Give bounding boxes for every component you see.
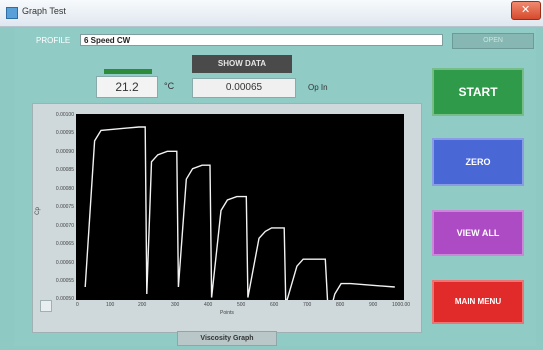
x-tick: 1000.00	[392, 302, 411, 308]
y-tick: 0.00080	[55, 186, 74, 192]
viscosity-chart	[84, 126, 395, 300]
profile-label: PROFILE	[36, 36, 71, 45]
app-icon	[6, 7, 18, 19]
main-menu-button[interactable]: MAIN MENU	[432, 280, 524, 324]
close-button[interactable]	[511, 1, 541, 20]
y-tick: 0.00050	[55, 296, 74, 302]
y-tick: 0.00070	[55, 223, 74, 229]
y-tick: 0.00055	[55, 278, 74, 284]
y-tick: 0.00100	[55, 112, 74, 118]
data-unit: Op In	[308, 83, 328, 92]
open-button[interactable]: OPEN	[452, 33, 534, 49]
y-tick: 0.00075	[55, 204, 74, 210]
y-tick: 0.00090	[55, 149, 74, 155]
x-tick: 0	[76, 302, 79, 308]
y-tick: 0.00060	[55, 260, 74, 266]
x-tick: 200	[138, 302, 147, 308]
view-all-button[interactable]: VIEW ALL	[432, 210, 524, 256]
x-tick: 100	[106, 302, 115, 308]
plot-area	[76, 114, 404, 300]
zero-button[interactable]: ZERO	[432, 138, 524, 186]
temperature-value: 21.2	[96, 76, 158, 98]
profile-input[interactable]: 6 Speed CW	[80, 34, 443, 46]
x-tick: 800	[336, 302, 345, 308]
x-tick: 600	[270, 302, 279, 308]
x-axis-label: Points	[220, 310, 234, 316]
y-tick: 0.00095	[55, 130, 74, 136]
x-tick: 700	[303, 302, 312, 308]
temperature-led	[104, 69, 152, 74]
x-tick: 400	[204, 302, 213, 308]
x-tick: 300	[171, 302, 180, 308]
y-tick: 0.00065	[55, 241, 74, 247]
main-panel: PROFILE 6 Speed CW OPEN 21.2 °C SHOW DAT…	[14, 28, 536, 346]
temperature-unit: °C	[164, 81, 175, 91]
start-button[interactable]: START	[432, 68, 524, 116]
viscosity-series-line	[84, 126, 395, 300]
tab-viscosity-graph[interactable]: Viscosity Graph	[177, 331, 277, 346]
graph-scale-control[interactable]	[40, 300, 52, 312]
title-bar: Graph Test	[0, 0, 543, 27]
y-tick: 0.00085	[55, 167, 74, 173]
y-axis-label: Cp	[34, 207, 41, 215]
x-tick: 900	[369, 302, 378, 308]
data-value: 0.00065	[192, 78, 296, 98]
show-data-button[interactable]: SHOW DATA	[192, 55, 292, 73]
x-tick: 500	[237, 302, 246, 308]
window-title: Graph Test	[22, 6, 66, 16]
